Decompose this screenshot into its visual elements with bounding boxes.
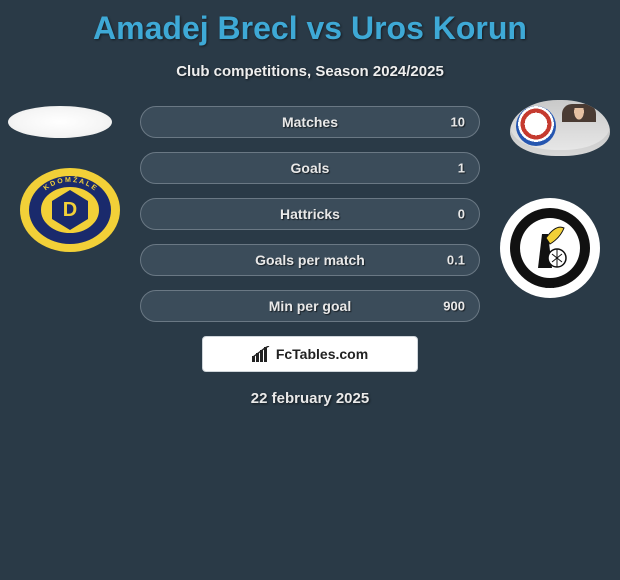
stat-label: Matches [282,114,338,130]
player-right-avatar [510,100,610,156]
stat-row: Min per goal 900 [140,290,480,322]
stat-label: Min per goal [269,298,351,314]
stat-label: Goals per match [255,252,365,268]
stat-value-right: 0 [458,207,465,222]
stat-row: Goals 1 [140,152,480,184]
stat-label: Goals [291,160,330,176]
date-text: 22 february 2025 [0,390,620,407]
stat-row: Hattricks 0 [140,198,480,230]
bars-icon [252,346,270,362]
stat-row: Matches 10 [140,106,480,138]
stat-row: Goals per match 0.1 [140,244,480,276]
watermark-badge: FcTables.com [202,336,418,372]
player-left-avatar [8,106,112,138]
club-left-crest: D K D O M Ž A L E [20,168,120,252]
stat-value-right: 900 [443,299,465,314]
svg-text:D: D [63,199,77,221]
radomlje-crest-icon: R A D O M L J E [500,198,600,298]
stat-value-right: 0.1 [447,253,465,268]
stat-value-right: 1 [458,161,465,176]
domzale-crest-icon: D K D O M Ž A L E [20,168,120,252]
club-right-crest: R A D O M L J E [500,198,600,298]
comparison-content: D K D O M Ž A L E R A D O M L J E Match [0,106,620,407]
stat-rows: Matches 10 Goals 1 Hattricks 0 Goals per… [140,106,480,322]
page-subtitle: Club competitions, Season 2024/2025 [0,63,620,80]
stat-value-right: 10 [451,115,465,130]
page-title: Amadej Brecl vs Uros Korun [0,0,620,47]
stat-label: Hattricks [280,206,340,222]
watermark-text: FcTables.com [276,346,368,362]
